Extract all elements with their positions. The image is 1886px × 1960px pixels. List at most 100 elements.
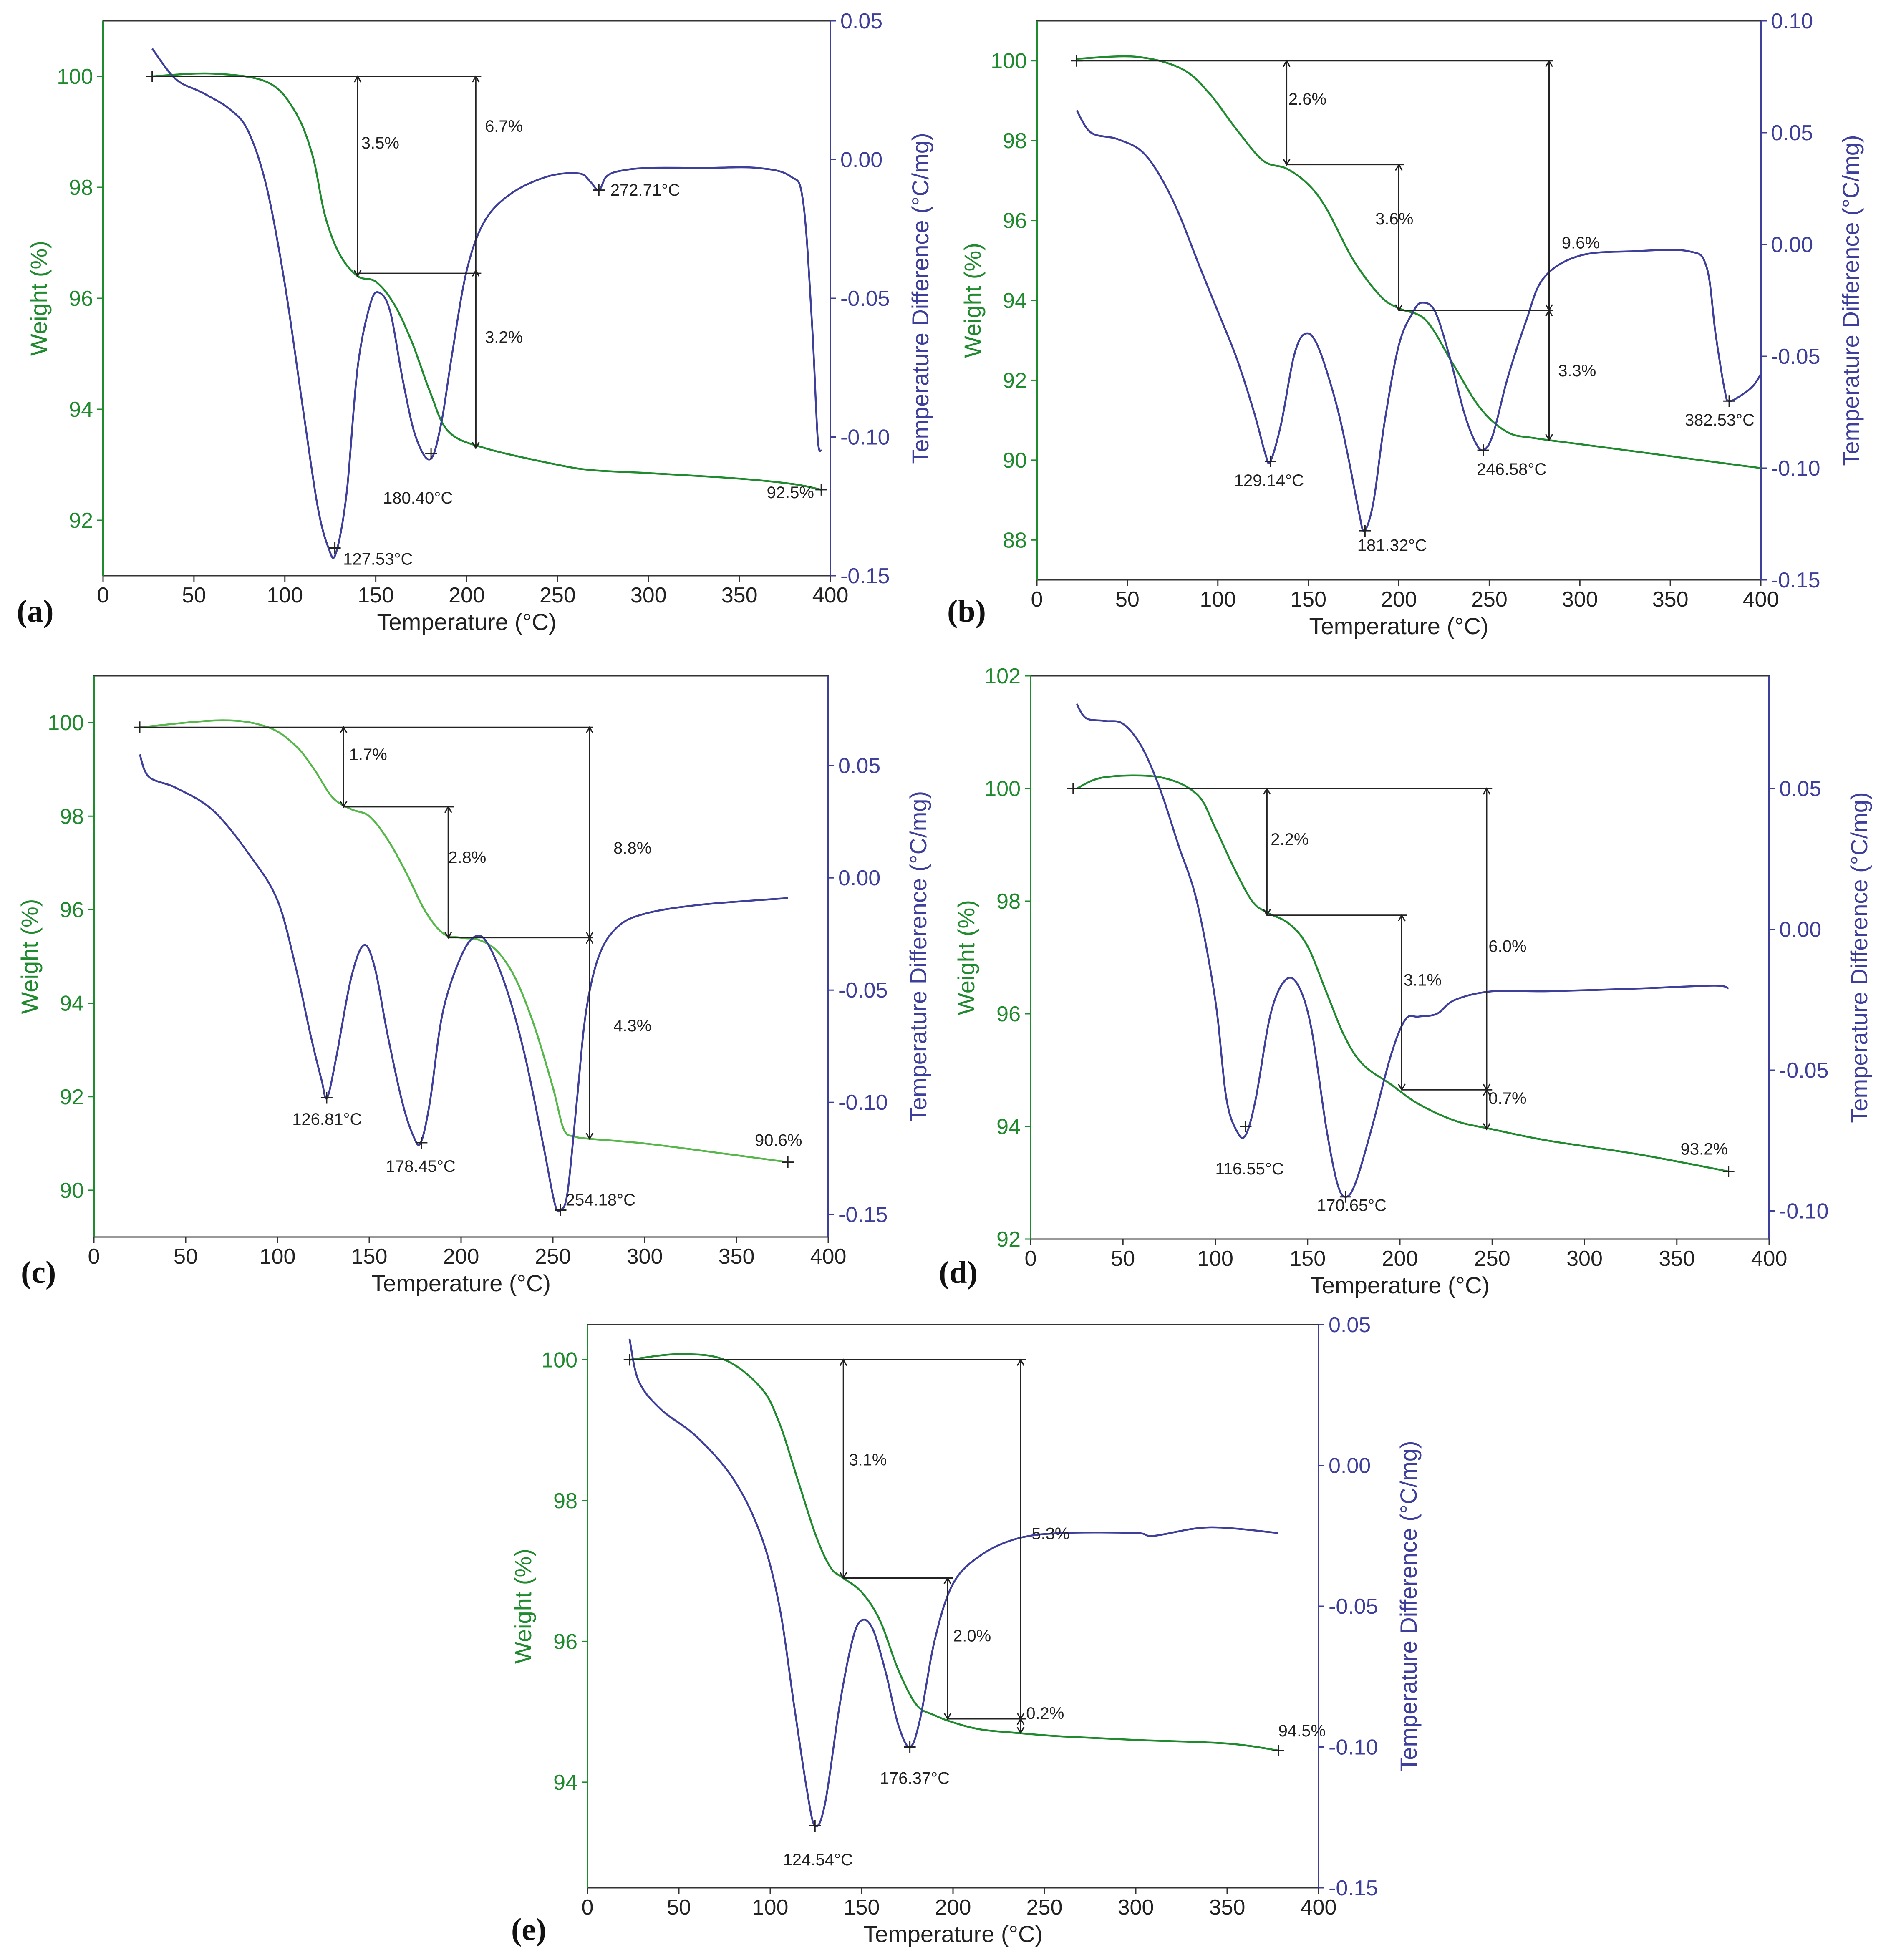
bracket-arrow-up xyxy=(1545,309,1553,317)
left-axis-label: Weight (%) xyxy=(510,1549,536,1664)
bracket-arrow-down xyxy=(839,1572,847,1580)
right-tick-label: 0.00 xyxy=(1771,233,1813,257)
x-tick-label: 250 xyxy=(535,1245,571,1269)
left-tick-label: 100 xyxy=(541,1348,577,1372)
left-tick-label: 90 xyxy=(1003,448,1027,473)
left-tick-label: 100 xyxy=(57,65,93,89)
dta-curve xyxy=(1076,110,1762,532)
bracket-arrow-up xyxy=(1263,787,1271,795)
bracket-arrow-up xyxy=(585,936,594,944)
x-tick-label: 100 xyxy=(752,1895,789,1920)
right-tick-label: -0.15 xyxy=(840,564,890,588)
bracket-arrow-up xyxy=(1016,1717,1025,1725)
right-tick-label: 0.05 xyxy=(1329,1313,1371,1337)
bracket-arrow-down xyxy=(1395,304,1403,312)
right-tick-label: 0.05 xyxy=(838,754,880,778)
left-axis-label: Weight (%) xyxy=(959,243,986,358)
right-tick-label: 0.00 xyxy=(1329,1454,1371,1478)
bracket-arrow-up xyxy=(1283,59,1291,67)
annotation-label: 8.8% xyxy=(613,839,651,857)
bracket-arrow-down xyxy=(1398,1083,1406,1091)
x-tick-label: 400 xyxy=(812,583,849,607)
x-tick-label: 300 xyxy=(1562,587,1598,612)
point-marker xyxy=(134,721,146,733)
annotation-label: 2.0% xyxy=(953,1627,991,1645)
annotation-label: 3.2% xyxy=(485,328,523,346)
left-tick-label: 92 xyxy=(1003,368,1027,393)
annotation-label: 1.7% xyxy=(349,746,387,764)
x-tick-label: 250 xyxy=(1471,587,1508,612)
annotation-label: 0.2% xyxy=(1026,1704,1064,1723)
bracket-arrow-up xyxy=(1016,1358,1025,1366)
annotation-label: 3.5% xyxy=(361,134,399,152)
x-tick-label: 0 xyxy=(88,1245,100,1269)
weight-curve xyxy=(629,1353,1278,1752)
annotation-label: 126.81°C xyxy=(292,1110,362,1129)
right-tick-label: 0.10 xyxy=(1771,9,1813,33)
right-tick-label: -0.05 xyxy=(1329,1595,1378,1619)
x-tick-label: 200 xyxy=(449,583,485,607)
right-tick-label: -0.05 xyxy=(1771,345,1820,369)
right-tick-label: -0.10 xyxy=(840,426,890,450)
annotation-label: 6.0% xyxy=(1488,937,1526,956)
left-tick-label: 96 xyxy=(996,1002,1021,1026)
right-axis-label: Temperature Difference (°C/mg) xyxy=(905,791,931,1122)
x-tick-label: 150 xyxy=(1289,1247,1326,1271)
left-axis-label: Weight (%) xyxy=(16,899,43,1014)
point-marker xyxy=(329,542,341,554)
annotation-label: 124.54°C xyxy=(783,1851,853,1869)
bracket-arrow-up xyxy=(585,726,594,734)
x-tick-label: 100 xyxy=(267,583,303,607)
point-marker xyxy=(1240,1121,1252,1132)
x-tick-label: 50 xyxy=(182,583,206,607)
left-tick-label: 102 xyxy=(984,664,1021,688)
x-axis-label: Temperature (°C) xyxy=(863,1921,1043,1947)
point-marker xyxy=(1264,455,1276,467)
annotation-label: 93.2% xyxy=(1681,1140,1728,1159)
x-tick-label: 200 xyxy=(1382,1247,1418,1271)
x-axis-label: Temperature (°C) xyxy=(1310,1272,1490,1298)
left-tick-label: 98 xyxy=(60,804,84,829)
point-marker xyxy=(1339,1191,1351,1203)
left-tick-label: 96 xyxy=(60,898,84,922)
x-tick-label: 250 xyxy=(1026,1895,1063,1920)
x-axis-label: Temperature (°C) xyxy=(1309,613,1488,639)
bracket-arrow-down xyxy=(472,442,480,450)
annotation-label: 116.55°C xyxy=(1215,1160,1284,1178)
point-marker xyxy=(416,1137,428,1149)
bracket-arrow-up xyxy=(340,726,348,734)
annotation-label: 6.7% xyxy=(485,117,523,136)
annotation-label: 4.3% xyxy=(613,1017,651,1035)
x-tick-label: 0 xyxy=(1031,587,1043,612)
chart-panel-3: 0 50 100 150 200 250 300 350 400 90 92 94 96 98 100 -0.… xyxy=(16,675,931,1296)
annotation-label: 92.5% xyxy=(767,484,814,502)
right-tick-label: -0.15 xyxy=(838,1203,888,1227)
x-tick-label: 300 xyxy=(1118,1895,1154,1920)
point-marker xyxy=(1359,525,1371,537)
bracket-arrow-up xyxy=(353,75,362,83)
annotation-label: 246.58°C xyxy=(1477,460,1546,479)
right-tick-label: 0.00 xyxy=(840,148,882,172)
bracket-arrow-down xyxy=(1016,1727,1025,1734)
panel-label: (b) xyxy=(947,594,986,629)
chart-panel-5: 0 50 100 150 200 250 300 350 400 94 96 98 100 -0.15 -0… xyxy=(510,1313,1422,1947)
bracket-arrow-up xyxy=(1395,163,1403,171)
x-tick-label: 100 xyxy=(260,1245,296,1269)
left-tick-label: 96 xyxy=(553,1630,577,1654)
x-tick-label: 300 xyxy=(630,583,667,607)
bracket-arrow-up xyxy=(1545,59,1553,67)
left-tick-label: 92 xyxy=(996,1227,1021,1252)
bracket-arrow-up xyxy=(444,805,452,813)
left-tick-label: 100 xyxy=(984,777,1021,801)
dta-curve xyxy=(139,754,788,1213)
x-axis-label: Temperature (°C) xyxy=(371,1270,551,1296)
bracket-arrow-up xyxy=(1398,914,1406,922)
annotation-label: 178.45°C xyxy=(386,1157,456,1176)
chart-panel-4: 0 50 100 150 200 250 300 350 400 92 94 96 98 100 102 -0… xyxy=(939,664,1872,1298)
right-axis-label: Temperature Difference (°C/mg) xyxy=(1395,1441,1422,1771)
annotation-label: 2.8% xyxy=(448,848,486,867)
x-tick-label: 50 xyxy=(174,1245,198,1269)
point-marker xyxy=(1722,1166,1735,1177)
x-tick-label: 350 xyxy=(1209,1895,1246,1920)
